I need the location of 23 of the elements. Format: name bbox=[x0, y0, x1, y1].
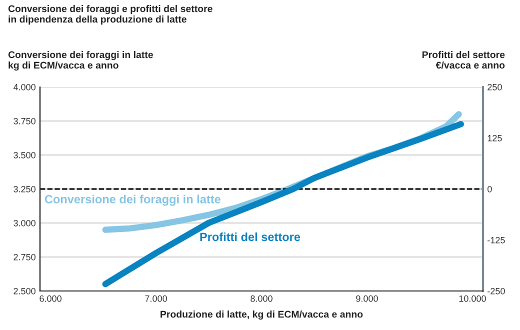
y-tick-label: 3.500 bbox=[14, 152, 36, 158]
y2-tick-label: 125 bbox=[488, 134, 502, 142]
x-tick-label: 10.000 bbox=[459, 295, 486, 302]
y-axis-title: Conversione dei foraggi in latte kg di ECM/vacca e anno bbox=[8, 51, 153, 71]
x-axis-title: Produzione di latte, kg di ECM/vacca e anno bbox=[160, 310, 363, 320]
y-tick-label: 3.250 bbox=[14, 186, 36, 192]
series-label: Profitti del settore bbox=[200, 232, 300, 242]
y-tick-label: 2.500 bbox=[14, 288, 36, 294]
x-tick-label: 6.000 bbox=[40, 295, 62, 302]
chart-title: Conversione dei foraggi e profitti del settore in dipendenza della produzione di latte bbox=[8, 5, 212, 25]
y2-tick-label: 250 bbox=[488, 84, 502, 90]
y-tick-label: 3.750 bbox=[14, 118, 36, 124]
y-tick-label: 3.000 bbox=[14, 220, 36, 226]
y-tick-label: 2.750 bbox=[14, 254, 36, 260]
y-tick-label: 4.000 bbox=[13, 84, 36, 90]
x-tick-label: 8.000 bbox=[250, 295, 272, 302]
x-tick-label: 9.000 bbox=[356, 295, 378, 302]
x-tick-label: 7.000 bbox=[145, 295, 167, 302]
y2-tick-label: -250 bbox=[488, 288, 505, 294]
y2-axis-title: Profitti del settore €/vacca e anno bbox=[422, 51, 505, 69]
series-label: Conversione dei foraggi in latte bbox=[44, 194, 220, 206]
y2-tick-label: 0 bbox=[488, 186, 492, 192]
y2-tick-label: -125 bbox=[488, 236, 505, 244]
